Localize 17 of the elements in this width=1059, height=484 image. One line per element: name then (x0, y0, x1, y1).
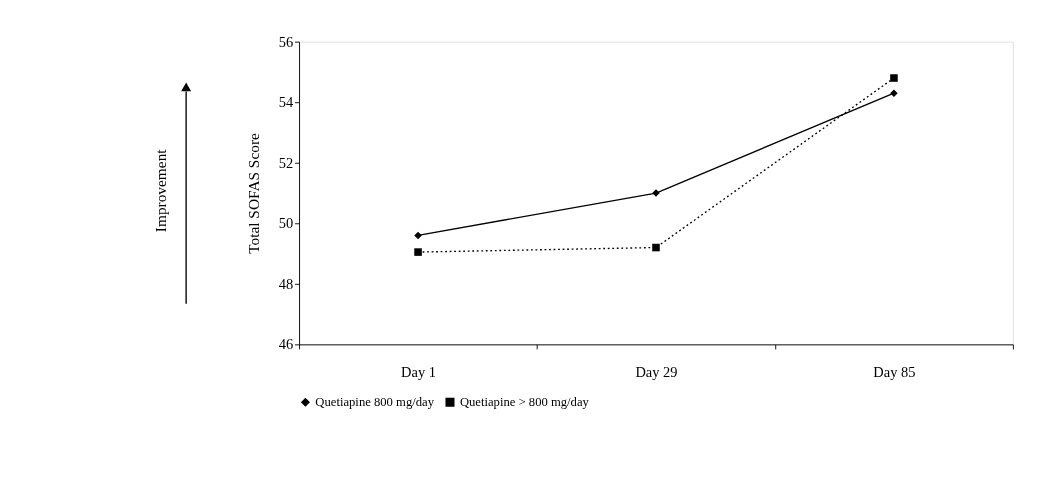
y-tick-label: 46 (278, 336, 294, 353)
point (414, 248, 422, 256)
point (890, 74, 898, 82)
text: Improvement (152, 148, 170, 233)
x-tick-label: Day 29 (635, 364, 678, 381)
legend-label: Quetiapine 800 mg/day (315, 394, 435, 409)
y-tick-label: 48 (278, 275, 294, 292)
x-tick-label: Day 85 (873, 364, 916, 381)
y-tick-label: 50 (278, 215, 294, 232)
x-tick-label: Day 1 (401, 364, 436, 381)
y-tick-label: 54 (278, 94, 294, 111)
y-axis-title: Total SOFAS Score (244, 133, 262, 254)
y-tick-label: 56 (278, 33, 294, 50)
legend-label: Quetiapine > 800 mg/day (459, 394, 590, 409)
y-tick-label: 52 (278, 154, 294, 171)
point (414, 231, 422, 240)
point (652, 243, 660, 252)
